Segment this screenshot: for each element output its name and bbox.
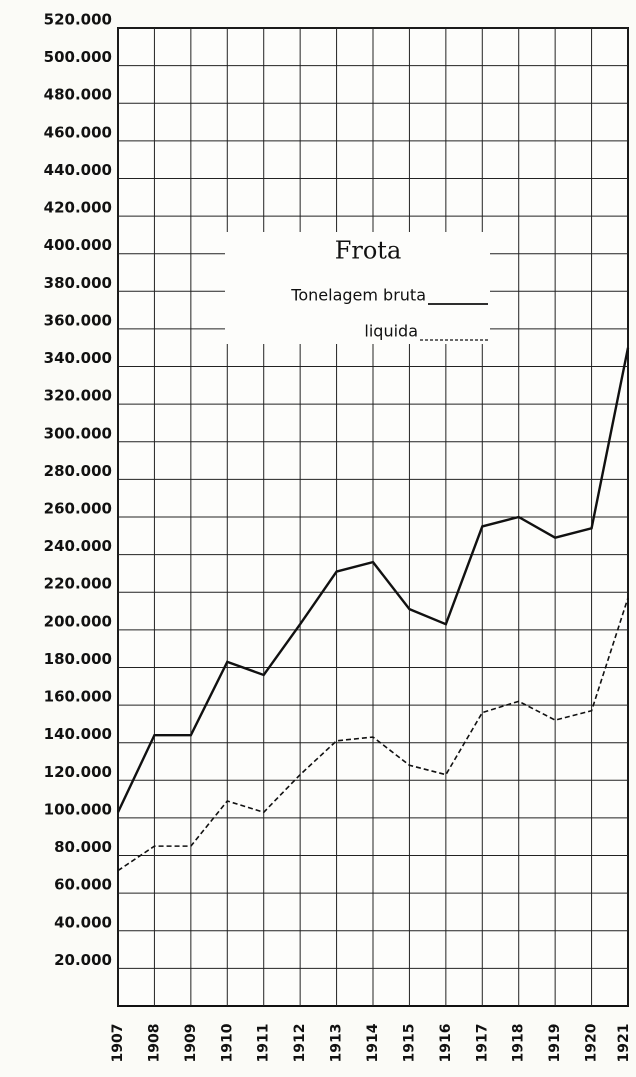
y-tick-label: 60.000 [54,876,112,894]
y-tick-label: 420.000 [44,199,112,217]
y-tick-label: 200.000 [44,612,112,630]
chart-title: Frota [335,237,402,265]
y-tick-label: 340.000 [44,349,112,367]
data-line [116,347,630,813]
x-tick-label: 1920 [584,1023,600,1062]
x-tick-label: 1916 [438,1024,454,1063]
legend-box [225,232,490,344]
x-tick-label: 1907 [110,1024,126,1063]
y-tick-label: 380.000 [44,274,112,292]
y-tick-label: 520.000 [44,11,112,29]
y-tick-label: 140.000 [44,725,112,743]
x-tick-label: 1919 [547,1024,563,1063]
y-tick-label: 500.000 [44,48,112,66]
y-tick-label: 400.000 [44,236,112,254]
legend-label: liquida [364,322,418,341]
y-tick-label: 80.000 [54,838,112,856]
x-tick-label: 1909 [183,1024,199,1063]
y-tick-label: 20.000 [54,951,112,969]
x-tick-label: 1918 [511,1024,527,1063]
y-tick-label: 260.000 [44,500,112,518]
y-tick-label: 40.000 [54,913,112,931]
y-tick-label: 480.000 [44,86,112,104]
x-tick-label: 1917 [474,1024,490,1063]
y-tick-label: 300.000 [44,424,112,442]
y-tick-label: 460.000 [44,123,112,141]
y-tick-label: 280.000 [44,462,112,480]
x-tick-label: 1908 [146,1024,162,1063]
y-tick-label: 320.000 [44,387,112,405]
legend-label: Tonelagem bruta [290,286,426,305]
data-line [117,597,629,872]
x-tick-label: 1921 [616,1024,632,1063]
y-tick-label: 220.000 [44,575,112,593]
x-tick-label: 1913 [329,1024,345,1063]
legend: Frota Tonelagem bruta liquida [225,232,490,344]
y-tick-label: 180.000 [44,650,112,668]
y-tick-label: 440.000 [44,161,112,179]
x-tick-label: 1911 [256,1024,272,1063]
y-tick-label: 100.000 [44,800,112,818]
y-tick-label: 160.000 [44,688,112,706]
x-tick-label: 1915 [401,1024,417,1063]
x-tick-label: 1912 [292,1024,308,1063]
y-tick-label: 120.000 [44,763,112,781]
y-tick-label: 240.000 [44,537,112,555]
x-tick-label: 1914 [365,1023,381,1062]
x-tick-label: 1910 [219,1023,235,1062]
y-tick-label: 360.000 [44,311,112,329]
